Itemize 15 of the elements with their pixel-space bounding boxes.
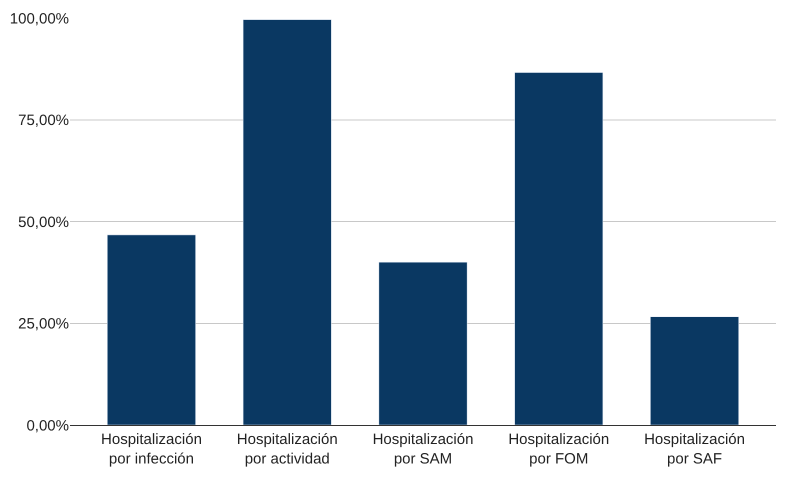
bar bbox=[650, 316, 739, 425]
y-tick-label: 25,00% bbox=[18, 316, 69, 332]
bar bbox=[107, 234, 196, 425]
x-tick-label: Hospitalización por SAF bbox=[644, 431, 745, 468]
bar bbox=[242, 19, 332, 425]
y-tick-label: 75,00% bbox=[18, 112, 69, 129]
x-tick-label: Hospitalización por FOM bbox=[508, 431, 610, 468]
bar bbox=[514, 72, 604, 425]
y-tick-label: 50,00% bbox=[18, 214, 69, 231]
bar bbox=[378, 262, 468, 425]
x-tick-label: Hospitalización por SAM bbox=[372, 431, 474, 468]
y-tick-label: 0,00% bbox=[26, 417, 69, 434]
x-tick-label: Hospitalización por infección bbox=[101, 431, 202, 468]
y-tick-label: 100,00% bbox=[10, 10, 69, 28]
x-tick-label: Hospitalización por actividad bbox=[236, 431, 338, 468]
